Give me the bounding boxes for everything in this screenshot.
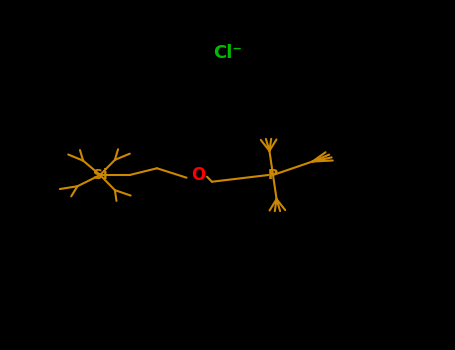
Text: Si: Si	[93, 168, 107, 182]
Text: P: P	[268, 168, 278, 182]
Text: Cl⁻: Cl⁻	[213, 43, 242, 62]
Text: O: O	[191, 166, 205, 184]
